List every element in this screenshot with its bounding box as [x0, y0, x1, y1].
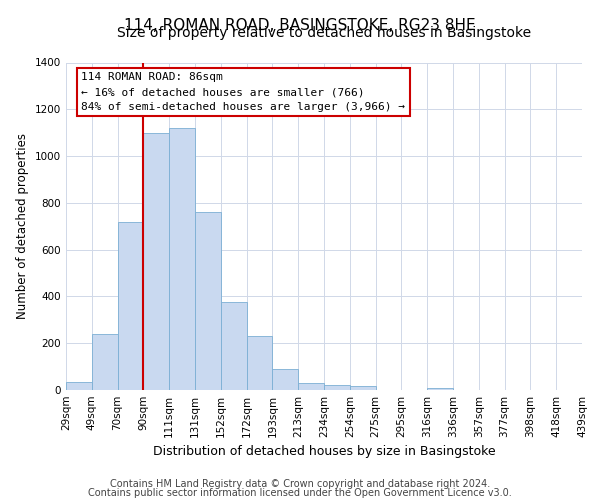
Y-axis label: Number of detached properties: Number of detached properties — [16, 133, 29, 320]
Bar — [169, 128, 195, 390]
Bar — [66, 382, 92, 390]
Bar — [195, 212, 221, 390]
Bar — [324, 386, 350, 390]
Text: Contains HM Land Registry data © Crown copyright and database right 2024.: Contains HM Land Registry data © Crown c… — [110, 479, 490, 489]
Bar — [298, 383, 324, 390]
Title: Size of property relative to detached houses in Basingstoke: Size of property relative to detached ho… — [117, 26, 531, 40]
Bar — [350, 386, 376, 390]
Bar — [92, 334, 118, 390]
Bar — [221, 302, 247, 390]
Bar — [427, 388, 453, 390]
X-axis label: Distribution of detached houses by size in Basingstoke: Distribution of detached houses by size … — [152, 446, 496, 458]
Bar — [118, 222, 143, 390]
Bar — [272, 369, 298, 390]
Bar — [143, 132, 169, 390]
Text: Contains public sector information licensed under the Open Government Licence v3: Contains public sector information licen… — [88, 488, 512, 498]
Text: 114 ROMAN ROAD: 86sqm
← 16% of detached houses are smaller (766)
84% of semi-det: 114 ROMAN ROAD: 86sqm ← 16% of detached … — [82, 72, 406, 112]
Bar — [247, 336, 272, 390]
Text: 114, ROMAN ROAD, BASINGSTOKE, RG23 8HE: 114, ROMAN ROAD, BASINGSTOKE, RG23 8HE — [124, 18, 476, 32]
